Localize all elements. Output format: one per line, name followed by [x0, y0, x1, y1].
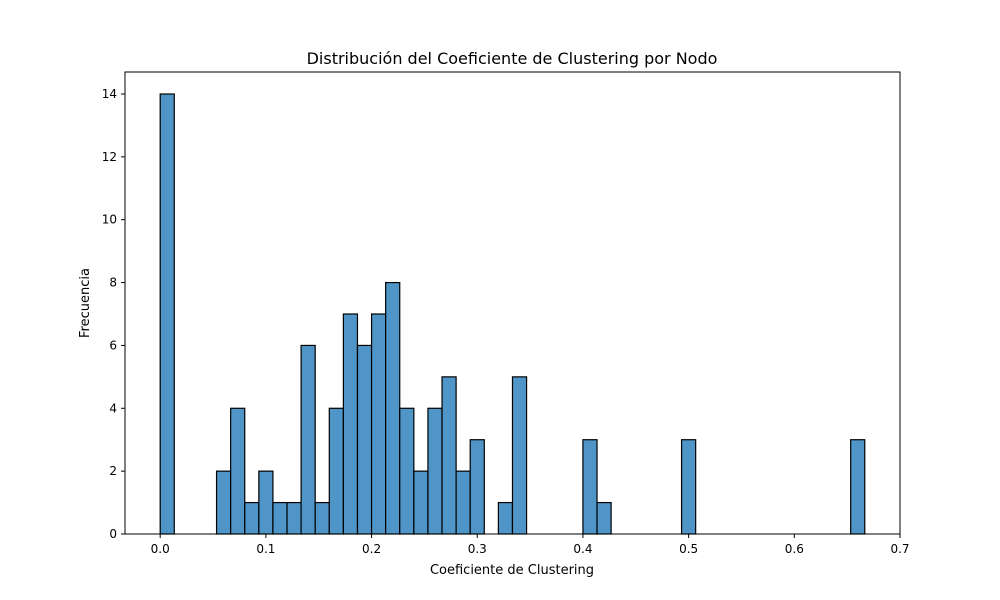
x-tick-label: 0.4 [573, 542, 592, 556]
histogram-bar [286, 501, 302, 535]
histogram-bar [215, 470, 232, 535]
x-axis-label: Coeficiente de Clustering [430, 563, 594, 578]
histogram-bar [328, 407, 344, 535]
x-tick-label: 0.7 [890, 542, 909, 556]
histogram-bar [511, 376, 528, 535]
y-tick-label: 14 [102, 87, 117, 101]
x-tick-label: 0.0 [151, 542, 170, 556]
histogram-bar [272, 501, 288, 535]
histogram-bar [413, 470, 429, 535]
histogram-bar [314, 501, 330, 535]
histogram-bar [596, 501, 612, 535]
x-axis-ticks: 0.0 0.1 0.2 0.3 0.4 0.5 0.6 0.7 [151, 534, 910, 556]
histogram-bar [356, 344, 373, 535]
y-tick-label: 2 [109, 464, 117, 478]
y-tick-label: 10 [102, 213, 117, 227]
y-tick-label: 6 [109, 338, 117, 352]
histogram-bar [455, 470, 471, 535]
histogram-bar [230, 407, 246, 535]
histogram-bar [680, 439, 697, 535]
histogram-bar [582, 439, 598, 535]
y-tick-label: 12 [102, 150, 117, 164]
histogram-bar [370, 313, 387, 535]
y-tick-label: 0 [109, 527, 117, 541]
histogram-bar [441, 376, 457, 535]
x-tick-label: 0.3 [468, 542, 487, 556]
y-axis-ticks: 0 2 4 6 8 10 12 14 [102, 87, 125, 541]
histogram-bar [850, 439, 866, 535]
histogram-bar [159, 93, 175, 535]
histogram-bar [469, 439, 485, 535]
x-tick-label: 0.5 [679, 542, 698, 556]
histogram-bar [399, 407, 415, 535]
histogram-bar [427, 407, 443, 535]
x-tick-label: 0.2 [362, 542, 381, 556]
x-tick-label: 0.6 [785, 542, 804, 556]
y-tick-label: 4 [109, 401, 117, 415]
histogram-bar [497, 501, 514, 535]
chart-title: Distribución del Coeficiente de Clusteri… [307, 49, 718, 68]
plot-frame [124, 71, 901, 535]
histogram-bar [385, 281, 401, 535]
histogram-bar [300, 344, 316, 535]
histogram-bar [258, 470, 274, 535]
y-axis-label: Frecuencia [78, 268, 93, 338]
bars-group [159, 93, 866, 535]
y-tick-label: 8 [109, 276, 117, 290]
histogram-bar [342, 313, 359, 535]
x-tick-label: 0.1 [256, 542, 275, 556]
histogram-bar [244, 501, 260, 535]
